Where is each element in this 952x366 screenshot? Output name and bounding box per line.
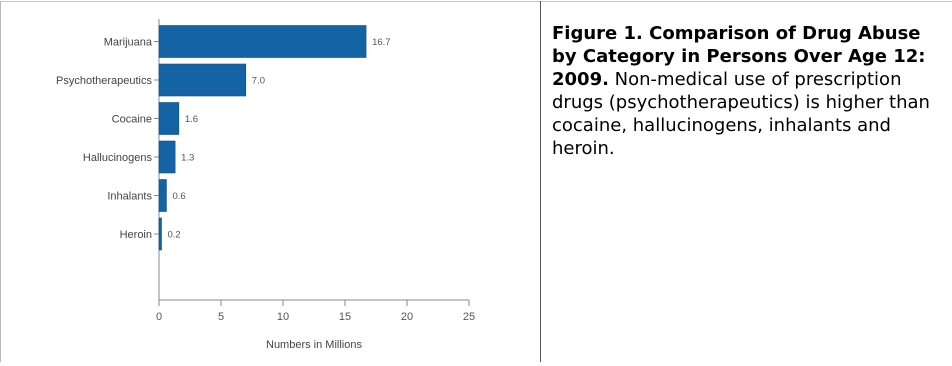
top-border	[0, 1, 952, 2]
left-border	[0, 1, 1, 362]
caption-text: Non-medical use of prescription drugs (p…	[552, 69, 930, 159]
category-label-inhalants: Inhalants	[107, 191, 152, 203]
category-label-psychotherapeutics: Psychotherapeutics	[56, 75, 152, 87]
value-label-psychotherapeutics: 7.0	[252, 76, 265, 87]
x-tick-label-10: 10	[277, 311, 289, 323]
bar-hallucinogens	[158, 140, 176, 174]
value-label-cocaine: 1.6	[185, 114, 198, 125]
x-axis-title: Numbers in Millions	[266, 339, 362, 351]
x-tick-label-0: 0	[156, 311, 162, 323]
category-label-marijuana: Marijuana	[104, 37, 153, 49]
bar-chart: Marijuana 16.7 Psychotherapeutics 7.0 Cocain…	[56, 19, 475, 351]
bar-cocaine	[158, 102, 180, 135]
panel-divider	[540, 1, 541, 362]
bar-psychotherapeutics	[158, 63, 247, 97]
x-tick-label-15: 15	[339, 311, 351, 323]
x-tick-label-20: 20	[401, 311, 413, 323]
category-label-heroin: Heroin	[120, 229, 152, 241]
value-label-marijuana: 16.7	[372, 37, 391, 48]
figure-caption: Figure 1. Comparison of Drug Abuse by Ca…	[552, 22, 948, 160]
value-label-inhalants: 0.6	[172, 191, 185, 202]
category-label-hallucinogens: Hallucinogens	[83, 152, 153, 164]
x-tick-label-5: 5	[218, 311, 224, 323]
chart-panel: Marijuana 16.7 Psychotherapeutics 7.0 Cocain…	[1, 2, 539, 362]
bar-inhalants	[158, 179, 167, 212]
caption-title: Figure 1. Comparison of Drug Abuse by Ca…	[552, 23, 926, 90]
category-label-cocaine: Cocaine	[112, 114, 152, 126]
value-label-heroin: 0.2	[167, 230, 180, 241]
bar-marijuana	[158, 25, 367, 58]
value-label-hallucinogens: 1.3	[181, 153, 194, 164]
bar-heroin	[158, 217, 162, 251]
x-tick-label-25: 25	[463, 311, 475, 323]
